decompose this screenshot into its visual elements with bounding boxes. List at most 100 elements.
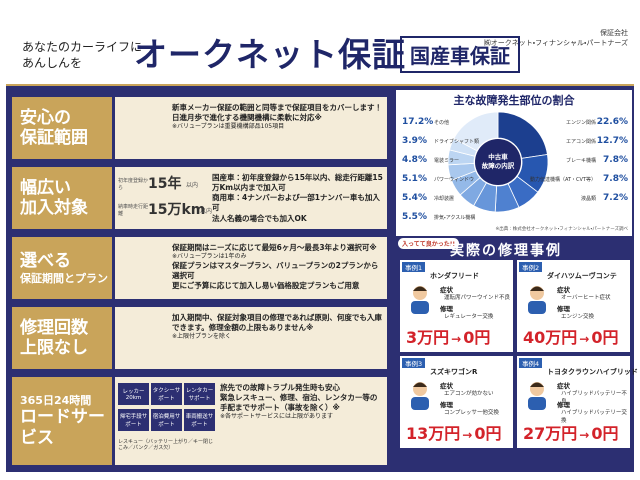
stat-suffix: 以内: [186, 182, 199, 189]
rule: [6, 84, 634, 86]
stat-suffix: 以内: [200, 208, 213, 215]
donut-center: [475, 139, 521, 185]
feature-text: 新車メーカー保証の範囲と同等まで保証項目をカバーします！日進月歩で進化する機関機…: [172, 103, 384, 131]
feature-line: 法人名義の場合でも加入OK: [212, 213, 307, 223]
feature-line: ※バリュープランは1年のみ: [172, 253, 247, 261]
price-arrow: →: [462, 428, 473, 442]
feature-line: 商用車：4ナンバーおよび一部1ナンバー車も加入可: [212, 193, 380, 213]
donut-center-text: 故障の内訳: [482, 161, 515, 170]
price-arrow: →: [579, 332, 590, 346]
service-badge: レンタカーサポート: [184, 383, 215, 405]
person: [528, 286, 546, 314]
repair: ハイブリッドバッテリー交換: [561, 410, 627, 424]
feature-line: 国産車：初年度登録から15年以内、総走行距離15万Km以内まで加入可: [212, 173, 383, 193]
main-title: オークネット保証: [134, 35, 406, 74]
segment-name: ドライブシャフト類: [434, 138, 479, 145]
price: 3万円 → 0円: [406, 324, 510, 348]
feature-box: [115, 237, 387, 299]
feature-box: [115, 307, 387, 369]
feature-label: 365日24時間 ロードサービス: [12, 377, 112, 465]
symptom-label: 症状: [557, 286, 570, 294]
case-tag: 事例1: [402, 262, 426, 272]
feature-text: 旅先での故障トラブル発生時も安心 緊急レスキュー、修理、宿泊、レンタカー等の手配ま…: [220, 383, 384, 421]
service-badge: タクシーサポート: [151, 383, 182, 405]
tagline: あなたのカーライフに: [22, 40, 143, 54]
feature-line: ※上限付プランを除く: [172, 333, 232, 341]
service-badge: レッカー20km: [118, 383, 149, 405]
price: 40万円 → 0円: [523, 324, 627, 348]
feature-line: 緊急レスキュー、修理、宿泊、レンタカー等の手配までサポート（事故を除く）※: [220, 393, 378, 413]
symptom: エアコンが効かない: [444, 391, 494, 397]
feature-label: 選べる 保証期間とプラン: [12, 237, 112, 299]
person-icon: [408, 380, 432, 410]
feature-label-line: 上限なし: [20, 338, 88, 358]
feature-text: 国産車：初年度登録から15年以内、総走行距離15万Km以内まで加入可 商用車：4ナ…: [212, 173, 384, 224]
feature-line: 旅先での故障トラブル発生時も安心: [220, 383, 340, 392]
feature-line: 保証期間はニーズに応じて最短6ヶ月～最長3年より選択可※: [172, 243, 377, 252]
segment-label: 17.2%: [402, 117, 433, 127]
tagline: あんしんを: [22, 56, 83, 70]
case-car: トヨタクラウンハイブリッド: [547, 368, 638, 376]
segment-label: 7.8%: [603, 174, 628, 184]
price: 13万円 → 0円: [406, 420, 510, 444]
price-arrow: →: [451, 332, 462, 346]
segment-name: エアコン関係: [566, 138, 596, 145]
repair-label: 修理: [440, 305, 453, 313]
stat-caption: 納車時走行距離: [118, 204, 149, 217]
service-note: レスキュー（バッテリー上がり／キー閉じこみ／パンク／ガス欠）: [118, 439, 214, 451]
feature-text: 保証期間はニーズに応じて最短6ヶ月～最長3年より選択可※ ※バリュープランは1年の…: [172, 243, 384, 292]
segment-label: 22.6%: [597, 117, 628, 127]
person: [411, 382, 429, 410]
segment-label: 7.8%: [603, 155, 628, 165]
segment-name: その他: [434, 119, 449, 126]
company-label: 保証会社: [600, 29, 628, 37]
symptom: オーバーヒート症状: [561, 295, 611, 301]
symptom: 運転席パワーウインド不良: [444, 295, 511, 301]
person-icon: [408, 284, 432, 314]
case-card: 事例4 トヨタクラウンハイブリッド 症状 ハイブリッドバッテリー不良 修理 ハイブリッドバ…: [517, 356, 638, 448]
feature-label: 幅広い 加入対象: [12, 167, 112, 229]
price-before: 40万円: [523, 328, 578, 347]
case-card: 事例3 スズキワゴンR 症状 エアコンが効かない 修理 コンプレッサー他交換 13万円 → 0円: [400, 356, 513, 448]
segment-name: 電装ミラー: [434, 157, 459, 164]
segment-name: ブレーキ機構: [566, 157, 596, 164]
case-card: 事例2 ダイハツムーヴコンテ 症状 オーバーヒート症状 修理 エンジン交換 40万円 → 0円: [517, 260, 630, 352]
segment-label: 5.5%: [402, 212, 427, 222]
price-after: 0円: [463, 328, 491, 347]
feature-label-line: 幅広い: [20, 177, 71, 198]
person: [528, 382, 546, 410]
case-tag: 事例3: [402, 358, 426, 368]
badge: 国産車保証: [400, 36, 520, 73]
segment-name: エンジン関係: [566, 119, 596, 126]
breakdown-title: 主な故障発生部位の割合: [453, 94, 575, 107]
feature-label-line: 保証期間とプラン: [20, 271, 108, 285]
repair-label: 修理: [557, 305, 570, 313]
symptom-label: 症状: [440, 286, 453, 294]
feature-label: 安心の 保証範囲: [12, 97, 112, 159]
segment-label: 5.1%: [402, 174, 427, 184]
symptom-label: 症状: [557, 382, 570, 390]
case-card: 事例1 ホンダフリード 症状 運転席パワーウインド不良 修理 レギュレーター交換 3万円 → 0…: [400, 260, 513, 352]
case-tag: 事例4: [519, 358, 543, 368]
symptom: ハイブリッドバッテリー不良: [561, 391, 627, 405]
repair: レギュレーター交換: [444, 314, 494, 320]
person-icon: [525, 284, 549, 314]
feature-box: [115, 167, 387, 229]
segment-name: パワーウィンドウ: [434, 176, 474, 183]
price-before: 3万円: [406, 328, 450, 347]
segment-label: 4.8%: [402, 155, 427, 165]
price: 27万円 → 0円: [523, 420, 627, 444]
feature-label-line: 加入対象: [20, 198, 88, 218]
person-icon: [525, 380, 549, 410]
service-badge: 帰宅手段サポート: [118, 409, 149, 431]
feature-line: ※バリュープランは重要機構部品105項目: [172, 123, 285, 131]
donut-segment: [453, 111, 499, 152]
feature-label-line: 選べる: [20, 251, 71, 272]
person: [411, 286, 429, 314]
stat-value: 15年: [148, 176, 182, 192]
feature-line: 更にご予算に応じて加入し易い価格設定プランもご用意: [172, 281, 360, 291]
segment-label: 5.4%: [402, 193, 427, 203]
segment-name: 冷却装置: [434, 195, 454, 202]
